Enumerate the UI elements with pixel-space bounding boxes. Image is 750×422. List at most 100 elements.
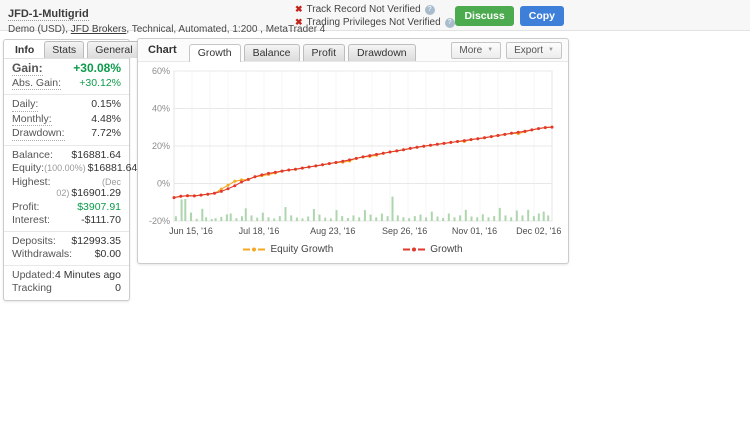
stat-row-monthly: Monthly: 4.48% [4, 113, 129, 128]
stat-value: 0 [115, 282, 121, 294]
verification-label: Track Record Not Verified [306, 4, 421, 15]
series-marker-icon [403, 247, 426, 252]
legend-item-equity-growth[interactable]: Equity Growth [243, 244, 333, 255]
svg-text:20%: 20% [152, 141, 170, 151]
stat-value: $12993.35 [71, 234, 121, 247]
stat-value-amount: $16881.64 [87, 162, 138, 174]
copy-button[interactable]: Copy [519, 6, 564, 26]
stat-label: Balance: [12, 148, 53, 161]
stat-row-balance: Balance: $16881.64 [4, 149, 129, 163]
verification-row-trading-privileges: ✖ Trading Privileges Not Verified ? [295, 16, 455, 29]
divider [4, 264, 129, 266]
chevron-down-icon: ▼ [487, 47, 494, 53]
stat-value: +30.12% [79, 76, 121, 89]
svg-text:Dec 02, '16: Dec 02, '16 [516, 226, 561, 236]
svg-text:60%: 60% [152, 66, 170, 76]
stat-row-tracking: Tracking 0 [4, 282, 129, 300]
stats-sidebar: Info Stats General Gain: +30.08% Abs. Ga… [3, 39, 141, 301]
chevron-down-icon: ▼ [548, 47, 554, 53]
svg-text:Sep 26, '16: Sep 26, '16 [382, 226, 427, 236]
svg-text:Jun 15, '16: Jun 15, '16 [169, 226, 213, 236]
svg-text:Jul 18, '16: Jul 18, '16 [239, 226, 280, 236]
stat-label: Equity: [12, 162, 45, 174]
header-actions: Discuss Copy [455, 6, 564, 26]
stat-value: $16881.64 [71, 148, 121, 161]
legend-item-growth[interactable]: Growth [403, 244, 463, 255]
tab-info[interactable]: Info [8, 41, 42, 58]
verification-status: ✖ Track Record Not Verified ? ✖ Trading … [295, 3, 455, 29]
stat-row-interest: Interest: -$111.70 [4, 214, 129, 228]
tab-growth[interactable]: Growth [188, 44, 241, 62]
stat-value: 0.15% [91, 98, 121, 110]
stat-row-profit: Profit: $3907.91 [4, 201, 129, 215]
divider [4, 94, 129, 95]
stat-row-equity: Equity: (100.00%) $16881.64 [4, 162, 137, 176]
svg-text:0%: 0% [157, 179, 170, 189]
stat-label: Gain: [12, 61, 43, 76]
account-subtitle-suffix: , Technical, Automated, 1:200 , MetaTrad… [126, 24, 326, 35]
stat-label: Tracking [12, 282, 52, 294]
broker-link[interactable]: JFD Brokers [70, 24, 127, 35]
stat-value-note: (100.00%) [44, 163, 86, 173]
stat-value: 4 Minutes ago [55, 268, 121, 281]
stat-row-abs-gain: Abs. Gain: +30.12% [4, 77, 129, 92]
stat-row-drawdown: Drawdown: 7.72% [4, 127, 129, 142]
chart-legend: Equity Growth Growth [144, 242, 562, 261]
stat-row-withdrawals: Withdrawals: $0.00 [4, 248, 129, 262]
stat-label: Daily: [12, 98, 39, 112]
account-header-bar: JFD-1-Multigrid Demo (USD), JFD Brokers,… [0, 0, 750, 35]
chart-tabs: Growth Balance Profit Drawdown [188, 39, 416, 62]
tab-profit[interactable]: Profit [302, 44, 346, 61]
stat-label: Deposits: [12, 234, 56, 247]
svg-text:40%: 40% [152, 104, 170, 114]
stat-label: Profit: [12, 200, 40, 213]
stat-label: Abs. Gain: [12, 76, 62, 90]
export-button-label: Export [514, 44, 544, 56]
series-marker-icon [243, 247, 266, 252]
stat-value-amount: $16901.29 [71, 187, 121, 199]
stat-label: Highest: [12, 175, 51, 188]
tab-stats[interactable]: Stats [44, 41, 85, 58]
tab-general[interactable]: General [87, 41, 141, 58]
account-subtitle-prefix: Demo (USD), [8, 24, 71, 35]
more-button[interactable]: More ▼ [451, 41, 502, 59]
stat-label: Withdrawals: [12, 248, 73, 260]
stat-label: Interest: [12, 214, 50, 226]
stat-value: 7.72% [91, 127, 121, 139]
stat-row-updated: Updated: 4 Minutes ago [4, 269, 129, 283]
account-title[interactable]: JFD-1-Multigrid [8, 8, 89, 21]
stat-row-deposits: Deposits: $12993.35 [4, 235, 129, 249]
tab-balance[interactable]: Balance [243, 44, 300, 61]
divider [4, 144, 129, 146]
info-icon[interactable]: ? [424, 4, 435, 15]
growth-chart-svg: 60% 40% 20% 0% -20%Jun 15, '16 Jul 18, '16 Aug… [149, 66, 561, 236]
stat-value: +30.08% [73, 61, 121, 75]
stat-value-note: (Dec 02) [56, 176, 121, 199]
legend-label: Equity Growth [270, 244, 334, 255]
more-button-label: More [459, 44, 483, 56]
svg-text:Aug 23, '16: Aug 23, '16 [310, 226, 355, 236]
tab-drawdown[interactable]: Drawdown [348, 44, 416, 61]
stat-value: (Dec 02) $16901.29 [51, 177, 121, 200]
export-button[interactable]: Export ▼ [506, 41, 562, 59]
chart-header: Chart Growth Balance Profit Drawdown Mor… [138, 39, 568, 62]
account-title-block: JFD-1-Multigrid Demo (USD), JFD Brokers,… [8, 4, 325, 35]
stat-value: $3907.91 [77, 200, 121, 213]
discuss-button[interactable]: Discuss [455, 6, 514, 26]
chart-panel: Chart Growth Balance Profit Drawdown Mor… [137, 38, 569, 264]
stat-label: Monthly: [12, 112, 52, 126]
stat-value: (100.00%) $16881.64 [44, 162, 138, 175]
stat-row-gain: Gain: +30.08% [4, 59, 129, 77]
legend-label: Growth [430, 244, 463, 255]
stat-value: $0.00 [94, 248, 121, 260]
stat-value: -$111.70 [81, 214, 121, 226]
account-subtitle: Demo (USD), JFD Brokers, Technical, Auto… [8, 24, 325, 35]
stat-label: Updated: [12, 268, 55, 281]
red-x-icon: ✖ [295, 17, 303, 27]
stat-label: Drawdown: [12, 127, 65, 141]
verification-label: Trading Privileges Not Verified [306, 17, 441, 28]
divider [4, 230, 129, 232]
chart-actions: More ▼ Export ▼ [451, 41, 562, 59]
info-icon[interactable]: ? [444, 17, 455, 28]
verification-row-track-record: ✖ Track Record Not Verified ? [295, 3, 455, 16]
